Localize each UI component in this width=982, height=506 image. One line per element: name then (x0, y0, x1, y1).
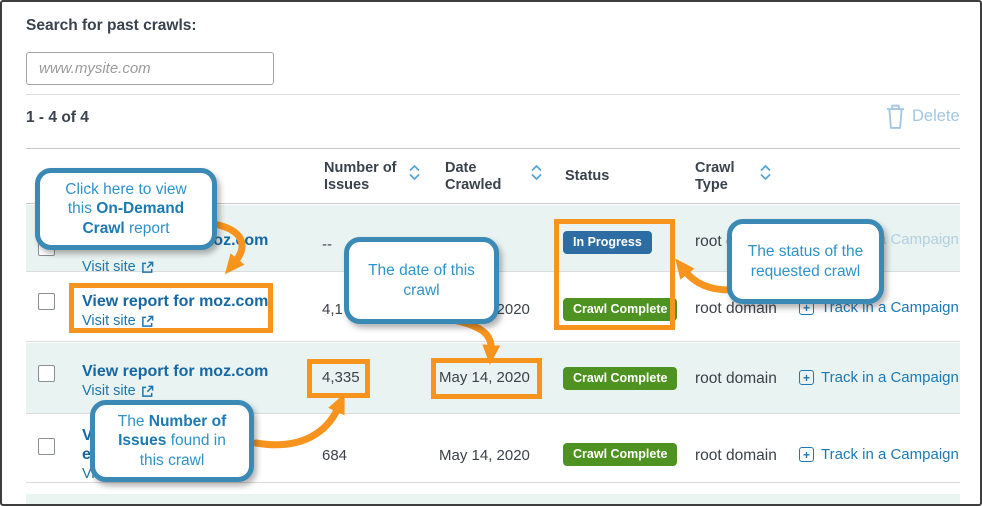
plus-square-icon (799, 370, 814, 385)
callout-status: The status of the requested crawl (727, 219, 884, 304)
visit-site-link[interactable]: Visit site (82, 383, 154, 399)
issues-cell: 4,335 (322, 369, 360, 386)
next-row-edge (26, 494, 960, 504)
visit-site-link[interactable]: Visit site (82, 259, 154, 275)
visit-site-link[interactable]: Visit site (82, 313, 154, 329)
delete-button[interactable]: Delete (886, 103, 960, 130)
status-badge: Crawl Complete (563, 367, 678, 390)
sort-chevrons-icon[interactable] (759, 162, 772, 188)
column-header-number-of-issues: Number of Issues (324, 160, 397, 193)
row-checkbox[interactable] (38, 293, 55, 310)
trash-icon (886, 104, 905, 129)
view-report-link[interactable]: View report for moz.com (82, 293, 269, 310)
date-cell: May 14, 2020 (439, 369, 530, 386)
crawl-type-cell: root domain (695, 300, 777, 317)
callout-date: The date of this crawl (344, 237, 499, 324)
column-header-crawl-type: Crawl Type (695, 160, 735, 193)
external-link-icon (141, 315, 154, 327)
track-in-campaign-link[interactable]: Track in a Campaign (799, 369, 959, 386)
search-input[interactable] (26, 52, 274, 85)
column-header-status: Status (565, 168, 610, 184)
row-checkbox[interactable] (38, 365, 55, 382)
track-in-campaign-link[interactable]: Track in a Campaign (799, 446, 959, 463)
view-report-link[interactable]: View report for moz.com (82, 363, 269, 380)
issues-cell: 684 (322, 447, 348, 464)
callout-text: The date of this crawl (368, 262, 475, 299)
column-header-date-crawled: Date Crawled (445, 160, 502, 193)
plus-square-icon (799, 447, 814, 462)
sort-chevrons-icon[interactable] (530, 162, 543, 188)
crawl-type-cell: root domain (695, 447, 777, 464)
view-report-link-line2[interactable]: e (82, 446, 91, 463)
callout-text: The Number of Issues found in this crawl (117, 412, 227, 469)
status-badge: In Progress (563, 231, 652, 254)
external-link-icon (141, 385, 154, 397)
delete-label: Delete (912, 107, 960, 125)
sort-chevrons-icon[interactable] (408, 162, 421, 188)
status-badge: Crawl Complete (563, 443, 678, 466)
site-cell: View report for moz.com Visit site (82, 362, 268, 400)
callout-text: The status of the requested crawl (747, 243, 864, 280)
external-link-icon (141, 261, 154, 273)
site-cell: View report for moz.com Visit site (82, 292, 268, 330)
row-checkbox[interactable] (38, 438, 55, 455)
table-top-border (26, 148, 960, 149)
result-count: 1 - 4 of 4 (26, 109, 89, 126)
callout-issues: The Number of Issues found in this crawl (90, 400, 254, 482)
divider (26, 94, 960, 95)
date-cell: May 14, 2020 (439, 447, 530, 464)
callout-view-report: Click here to view this On-Demand Crawl … (35, 168, 217, 250)
callout-text: Click here to view this On-Demand Crawl … (65, 180, 187, 237)
search-label: Search for past crawls: (26, 17, 197, 34)
issues-cell: -- (322, 236, 332, 253)
crawl-type-cell: root domain (695, 370, 777, 387)
status-badge: Crawl Complete (563, 298, 678, 321)
issues-cell: 4,1 (322, 301, 343, 318)
